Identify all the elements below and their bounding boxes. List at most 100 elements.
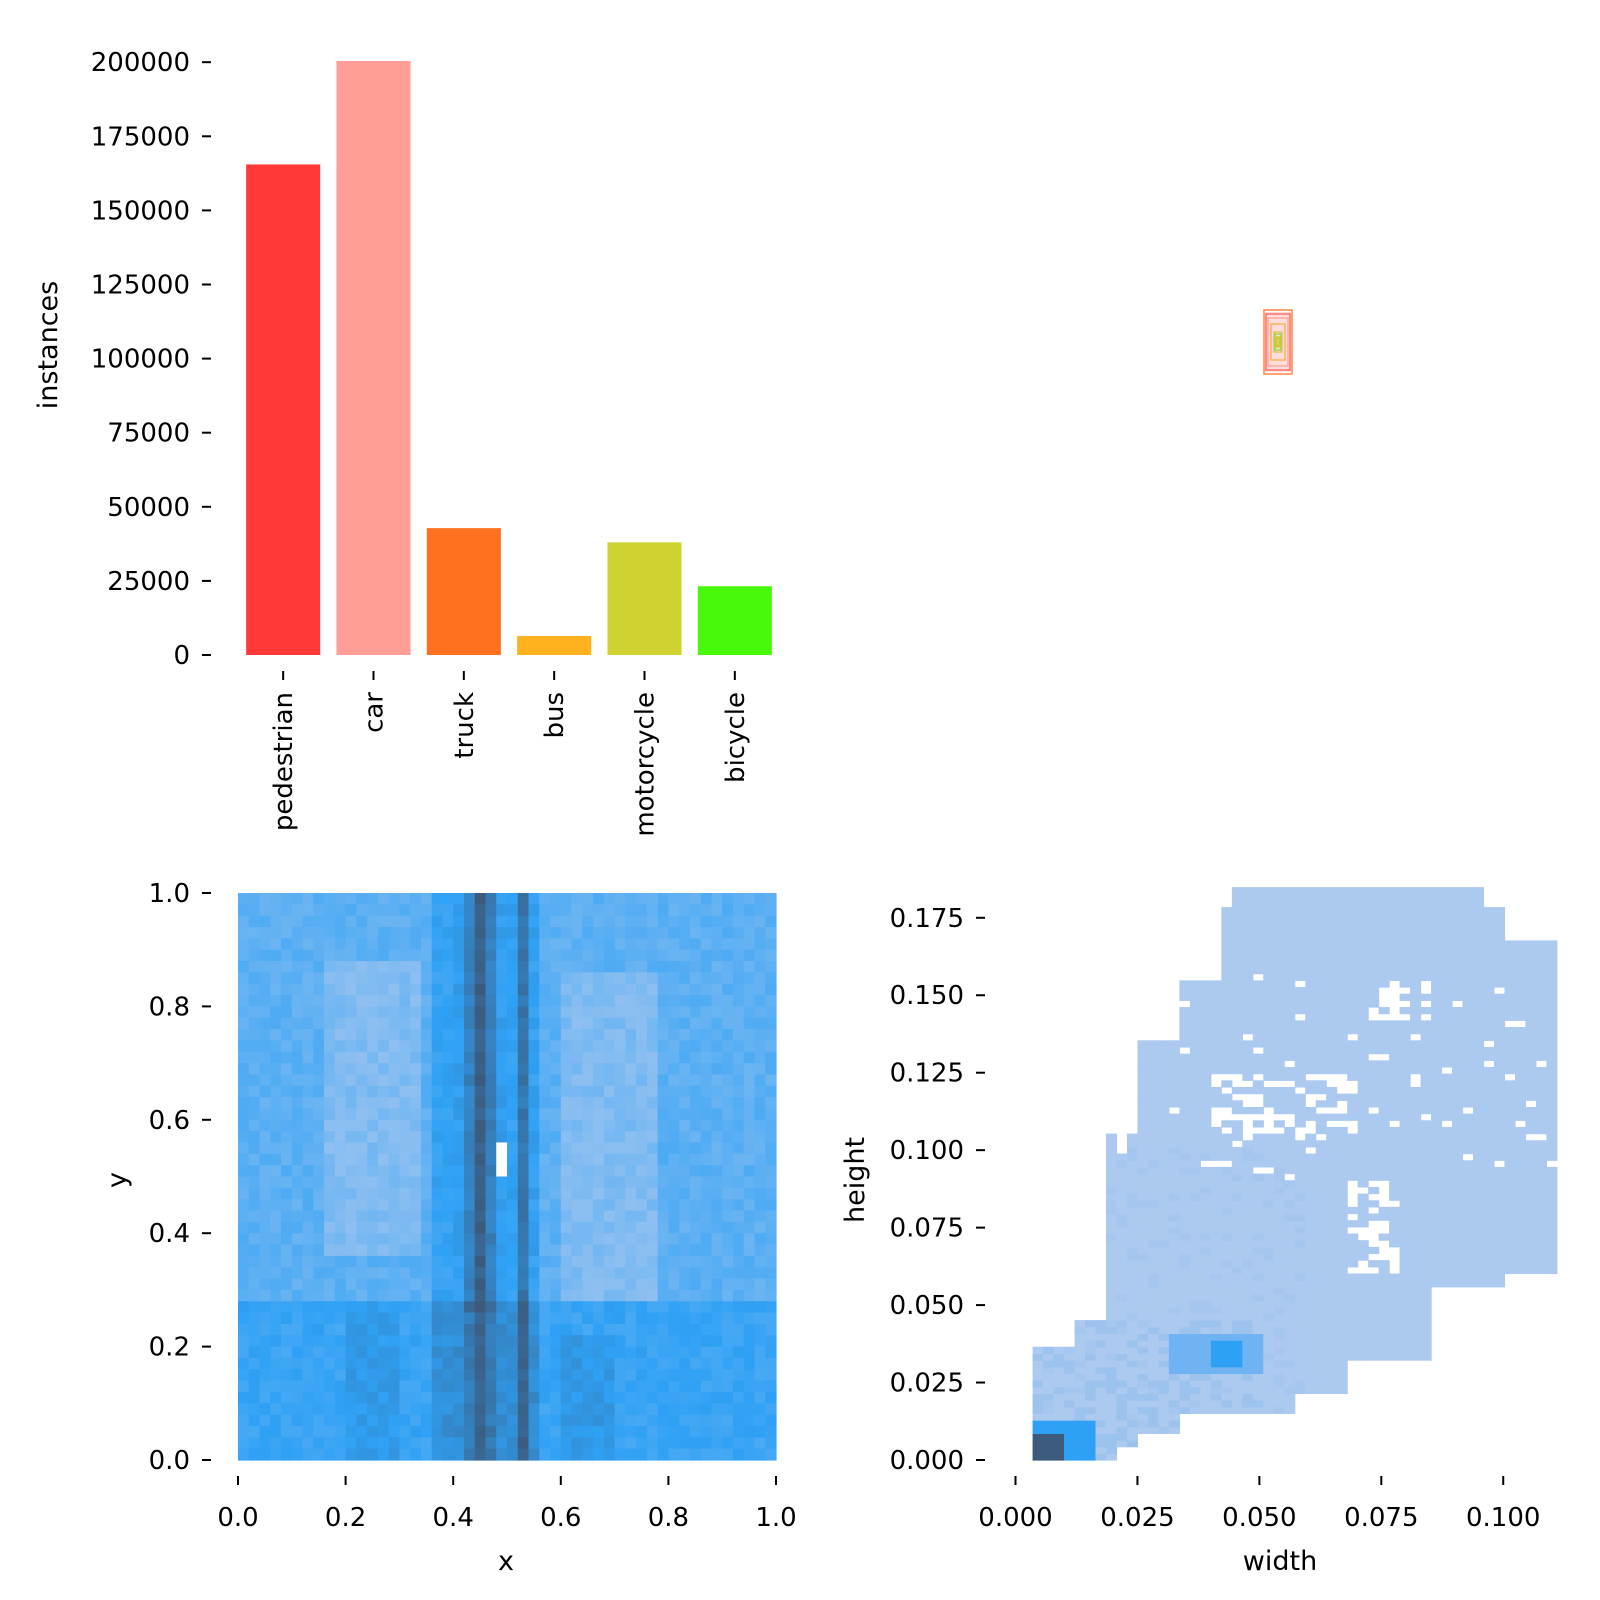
xy-cell — [410, 1221, 422, 1234]
wh-cell — [1242, 1340, 1254, 1348]
wh-cell — [1357, 1093, 1369, 1101]
wh-cell — [1431, 980, 1443, 988]
xy-cell — [507, 1346, 519, 1359]
xy-cell — [281, 1323, 293, 1336]
xy-cell — [689, 1006, 702, 1019]
wh-cell — [1043, 1420, 1055, 1428]
xy-cell — [657, 915, 669, 928]
xy-cell — [463, 938, 476, 951]
wh-cell — [1273, 1326, 1285, 1335]
wh-cell — [1357, 1106, 1369, 1115]
xy-cell — [463, 1289, 476, 1302]
xy-cell — [507, 904, 519, 917]
wh-cell — [1389, 1106, 1401, 1115]
wh-cell — [1336, 1153, 1348, 1161]
xy-cell — [571, 1006, 583, 1019]
wh-cell — [1410, 960, 1422, 968]
xy-cell — [485, 1153, 497, 1166]
wh-cell — [1200, 1053, 1212, 1061]
wh-cell — [1431, 1086, 1443, 1095]
wh-cell — [1326, 927, 1338, 935]
wh-cell — [1200, 1180, 1212, 1188]
xy-cell — [668, 1278, 680, 1291]
xy-cell — [732, 1085, 745, 1098]
xy-cell — [356, 1255, 368, 1268]
wh-cell — [1242, 1400, 1254, 1408]
xy-cell — [689, 1097, 702, 1110]
wh-cell — [1305, 1273, 1317, 1281]
wh-cell — [1431, 1246, 1443, 1255]
wh-cell — [1462, 947, 1474, 955]
box-overlay-panel — [1263, 309, 1293, 375]
xy-cell — [270, 1267, 282, 1280]
wh-cell — [1284, 1000, 1296, 1008]
xy-cell — [388, 1176, 400, 1189]
wh-cell — [1336, 1140, 1348, 1148]
wh-cell — [1263, 1373, 1275, 1381]
wh-cell — [1273, 1340, 1285, 1348]
xy-cell — [367, 949, 379, 962]
wh-cell — [1137, 1146, 1149, 1155]
xy-cell — [442, 949, 454, 962]
xy-cell — [463, 1006, 476, 1019]
wh-cell — [1431, 1220, 1443, 1228]
wh-cell — [1105, 1200, 1118, 1208]
xy-cell — [270, 1301, 282, 1314]
wh-cell — [1336, 1213, 1348, 1221]
wh-cell — [1189, 1273, 1201, 1281]
xy-cell — [603, 904, 616, 917]
xy-cell — [474, 1085, 487, 1098]
wh-cell — [1294, 1027, 1306, 1035]
wh-cell — [1399, 1320, 1411, 1328]
wh-cell — [1252, 947, 1264, 955]
xy-cell — [603, 1097, 616, 1110]
xy-cell — [679, 1346, 691, 1359]
wh-cell — [1137, 1160, 1149, 1168]
xy-cell — [474, 949, 487, 962]
xy-cell — [463, 1437, 476, 1450]
wh-cell — [1389, 1186, 1401, 1195]
wh-cell — [1158, 1320, 1170, 1328]
wh-cell — [1221, 1406, 1233, 1414]
xy-cell — [603, 1323, 616, 1336]
xy-cell — [689, 1085, 702, 1098]
wh-cell — [1452, 1120, 1464, 1128]
xy-cell — [539, 1153, 551, 1166]
xy-cell — [689, 938, 702, 951]
wh-cell — [1326, 1380, 1338, 1388]
wh-cell — [1336, 1033, 1348, 1041]
wh-cell — [1378, 933, 1390, 942]
xy-cell — [657, 983, 669, 996]
xy-cell — [625, 1131, 637, 1144]
wh-cell — [1147, 1173, 1160, 1181]
wh-cell — [1315, 1186, 1327, 1195]
xy-cell — [356, 1267, 368, 1280]
xy-cell — [636, 1085, 648, 1098]
wh-cell — [1221, 1320, 1233, 1328]
wh-cell — [1168, 1073, 1180, 1081]
wh-cell — [1221, 1306, 1233, 1315]
wh-cell — [1231, 1046, 1243, 1055]
xy-cell — [528, 1414, 540, 1427]
wh-cell — [1263, 1346, 1275, 1355]
xy-cell — [571, 1131, 583, 1144]
xy-cell — [614, 1414, 626, 1427]
xy-cell — [291, 1425, 304, 1438]
xy-cell — [754, 949, 766, 962]
wh-cell — [1231, 1333, 1243, 1341]
xy-cell — [679, 1403, 691, 1416]
xy-cell — [345, 1380, 357, 1393]
xy-cell — [345, 972, 357, 985]
xy-cell — [722, 1357, 734, 1370]
xy-cell — [593, 1131, 605, 1144]
wh-cell — [1231, 1027, 1243, 1035]
xy-cell — [313, 1006, 325, 1019]
xy-cell — [259, 1425, 271, 1438]
xy-cell — [539, 1063, 551, 1076]
wh-cell — [1231, 1253, 1243, 1261]
wh-cell — [1168, 1093, 1180, 1101]
xy-cell — [765, 938, 777, 951]
wh-cell — [1305, 993, 1317, 1001]
wh-cell — [1389, 1146, 1401, 1155]
wh-cell — [1389, 1140, 1401, 1148]
